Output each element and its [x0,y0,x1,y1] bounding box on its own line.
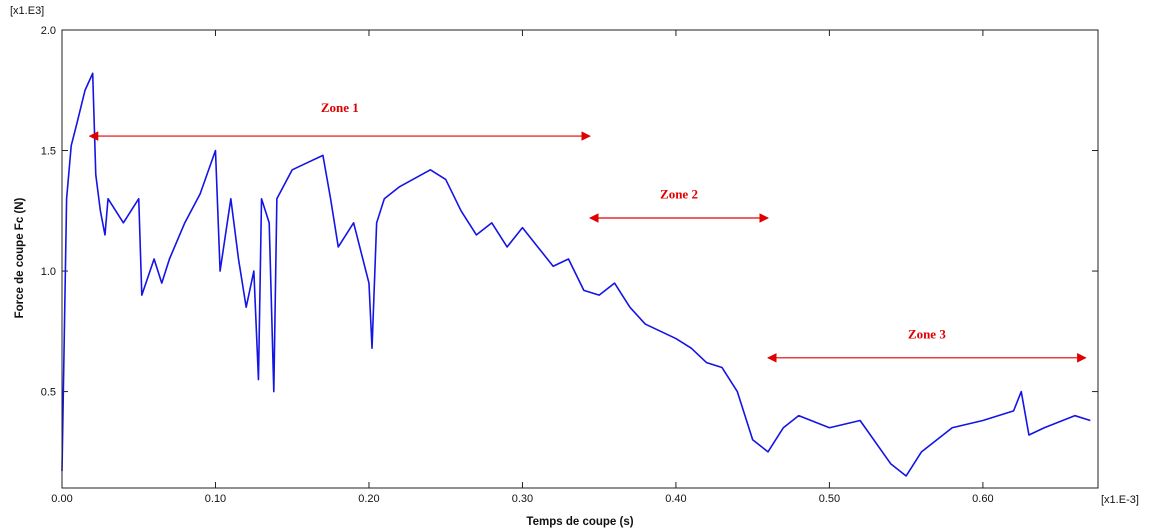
y-tick-label: 2.0 [41,25,56,37]
x-tick-label: 0.20 [358,493,379,505]
y-multiplier-label: [x1.E3] [10,5,44,17]
x-tick-label: 0.10 [205,493,226,505]
x-multiplier-label: [x1.E-3] [1101,494,1139,506]
zone-label: Zone 3 [908,327,946,342]
y-tick-label: 1.5 [41,146,56,158]
x-tick-label: 0.30 [512,493,533,505]
y-axis-title: Force de coupe Fc (N) [14,197,26,318]
y-tick-label: 0.5 [41,387,56,399]
x-tick-label: 0.00 [51,493,72,505]
x-tick-label: 0.40 [665,493,686,505]
plot-frame [61,29,1099,489]
zone-label: Zone 2 [660,187,698,202]
axis-ticks: 0.00 0.10 0.20 0.30 0.40 0.50 0.60 0.5 1.0 1.5 2.0 [41,25,1098,505]
series-layer [61,72,1091,477]
x-axis-title: Temps de coupe (s) [526,516,633,528]
x-tick-label: 0.50 [819,493,840,505]
force-series-line [61,72,1091,477]
zone-label: Zone 1 [321,100,359,115]
y-tick-label: 1.0 [41,266,56,278]
x-tick-label: 0.60 [972,493,993,505]
zone-annotations: Zone 1 Zone 2 Zone 3 [88,100,1087,363]
